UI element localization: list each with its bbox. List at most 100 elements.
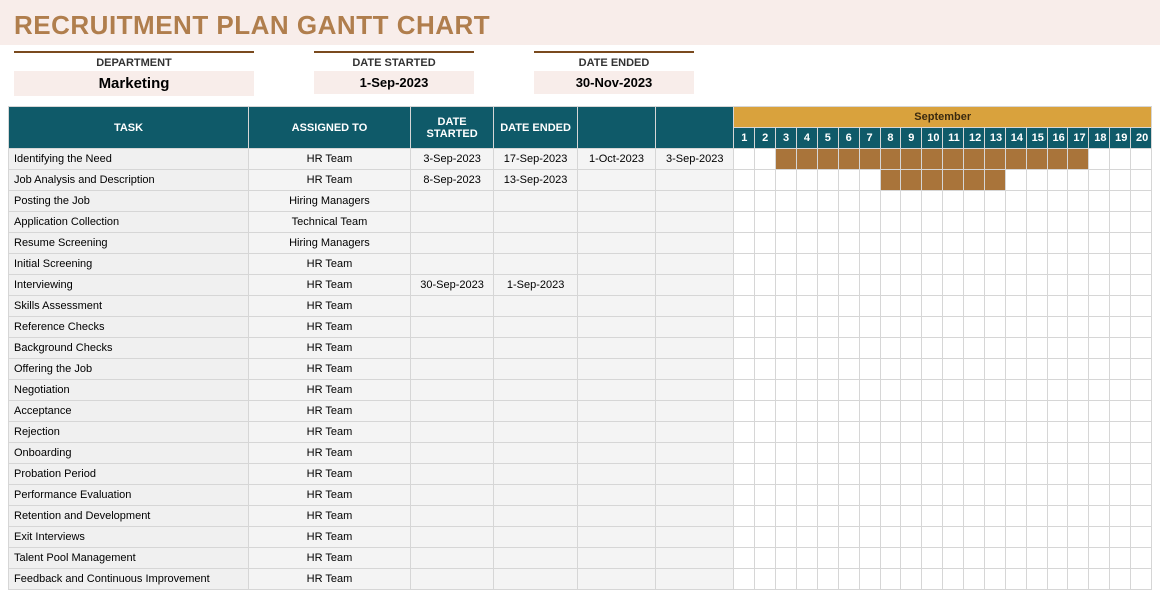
gantt-day-cell [755,569,776,590]
gantt-day-cell [776,338,797,359]
task-name-cell: Performance Evaluation [9,485,249,506]
date-ended-cell [494,380,578,401]
assigned-cell: HR Team [249,296,411,317]
extra2-cell [656,233,734,254]
gantt-day-cell [755,212,776,233]
meta-rule [14,51,254,53]
gantt-day-cell [776,296,797,317]
gantt-day-cell [838,548,859,569]
gantt-day-cell [1005,569,1026,590]
gantt-day-cell [1026,422,1047,443]
gantt-day-cell [901,506,922,527]
gantt-day-cell [1068,485,1089,506]
gantt-day-cell [838,569,859,590]
extra1-cell [577,380,655,401]
gantt-day-cell [984,464,1005,485]
gantt-day-cell [1026,464,1047,485]
assigned-cell: HR Team [249,569,411,590]
gantt-day-cell [1110,170,1131,191]
gantt-day-cell [1110,380,1131,401]
gantt-day-cell [838,359,859,380]
gantt-day-cell [817,506,838,527]
gantt-day-cell [859,548,880,569]
gantt-day-cell [943,233,964,254]
extra1-cell [577,527,655,548]
gantt-day-cell [1131,506,1152,527]
gantt-day-cell [943,485,964,506]
gantt-day-cell [1131,359,1152,380]
gantt-day-cell [776,443,797,464]
gantt-day-cell [922,485,943,506]
table-row: AcceptanceHR Team [9,401,1152,422]
extra2-cell [656,317,734,338]
gantt-day-cell [984,233,1005,254]
assigned-cell: HR Team [249,464,411,485]
date-started-cell [410,191,494,212]
gantt-day-cell [901,401,922,422]
gantt-day-cell [734,296,755,317]
date-started-cell [410,212,494,233]
col-header-day: 18 [1089,128,1110,149]
task-name-cell: Background Checks [9,338,249,359]
gantt-day-cell [1005,464,1026,485]
gantt-day-cell [964,548,985,569]
col-header-extra1 [577,107,655,149]
gantt-day-cell [1047,506,1068,527]
gantt-day-cell [838,212,859,233]
gantt-day-cell [1131,380,1152,401]
gantt-day-cell [1026,275,1047,296]
task-name-cell: Initial Screening [9,254,249,275]
gantt-bar-segment [901,170,922,191]
task-name-cell: Acceptance [9,401,249,422]
gantt-day-cell [943,548,964,569]
gantt-day-cell [922,296,943,317]
meta-date-started-label: DATE STARTED [314,57,474,69]
gantt-day-cell [1047,485,1068,506]
task-name-cell: Reference Checks [9,317,249,338]
gantt-day-cell [901,443,922,464]
gantt-day-cell [734,275,755,296]
gantt-day-cell [734,485,755,506]
gantt-day-cell [755,275,776,296]
gantt-day-cell [1089,422,1110,443]
gantt-day-cell [838,380,859,401]
extra1-cell [577,212,655,233]
gantt-day-cell [859,422,880,443]
gantt-day-cell [880,359,901,380]
gantt-day-cell [817,191,838,212]
gantt-day-cell [859,569,880,590]
gantt-day-cell [817,170,838,191]
gantt-day-cell [734,464,755,485]
gantt-day-cell [901,254,922,275]
gantt-day-cell [776,485,797,506]
date-ended-cell: 13-Sep-2023 [494,170,578,191]
gantt-day-cell [943,338,964,359]
extra1-cell [577,191,655,212]
gantt-day-cell [817,464,838,485]
table-row: Talent Pool ManagementHR Team [9,548,1152,569]
extra1-cell [577,443,655,464]
gantt-day-cell [1089,443,1110,464]
gantt-day-cell [984,401,1005,422]
gantt-day-cell [734,191,755,212]
gantt-day-cell [1131,296,1152,317]
gantt-day-cell [776,191,797,212]
col-header-month: September [734,107,1152,128]
gantt-day-cell [1110,275,1131,296]
extra2-cell: 3-Sep-2023 [656,149,734,170]
gantt-day-cell [859,527,880,548]
gantt-day-cell [1068,191,1089,212]
gantt-day-cell [964,359,985,380]
col-header-day: 11 [943,128,964,149]
gantt-table: TASKASSIGNED TODATE STARTEDDATE ENDEDSep… [8,106,1152,590]
gantt-day-cell [776,233,797,254]
gantt-day-cell [859,191,880,212]
gantt-day-cell [964,569,985,590]
gantt-day-cell [922,275,943,296]
gantt-day-cell [984,485,1005,506]
gantt-day-cell [734,443,755,464]
gantt-day-cell [776,170,797,191]
gantt-day-cell [943,317,964,338]
gantt-day-cell [1005,380,1026,401]
gantt-day-cell [880,233,901,254]
